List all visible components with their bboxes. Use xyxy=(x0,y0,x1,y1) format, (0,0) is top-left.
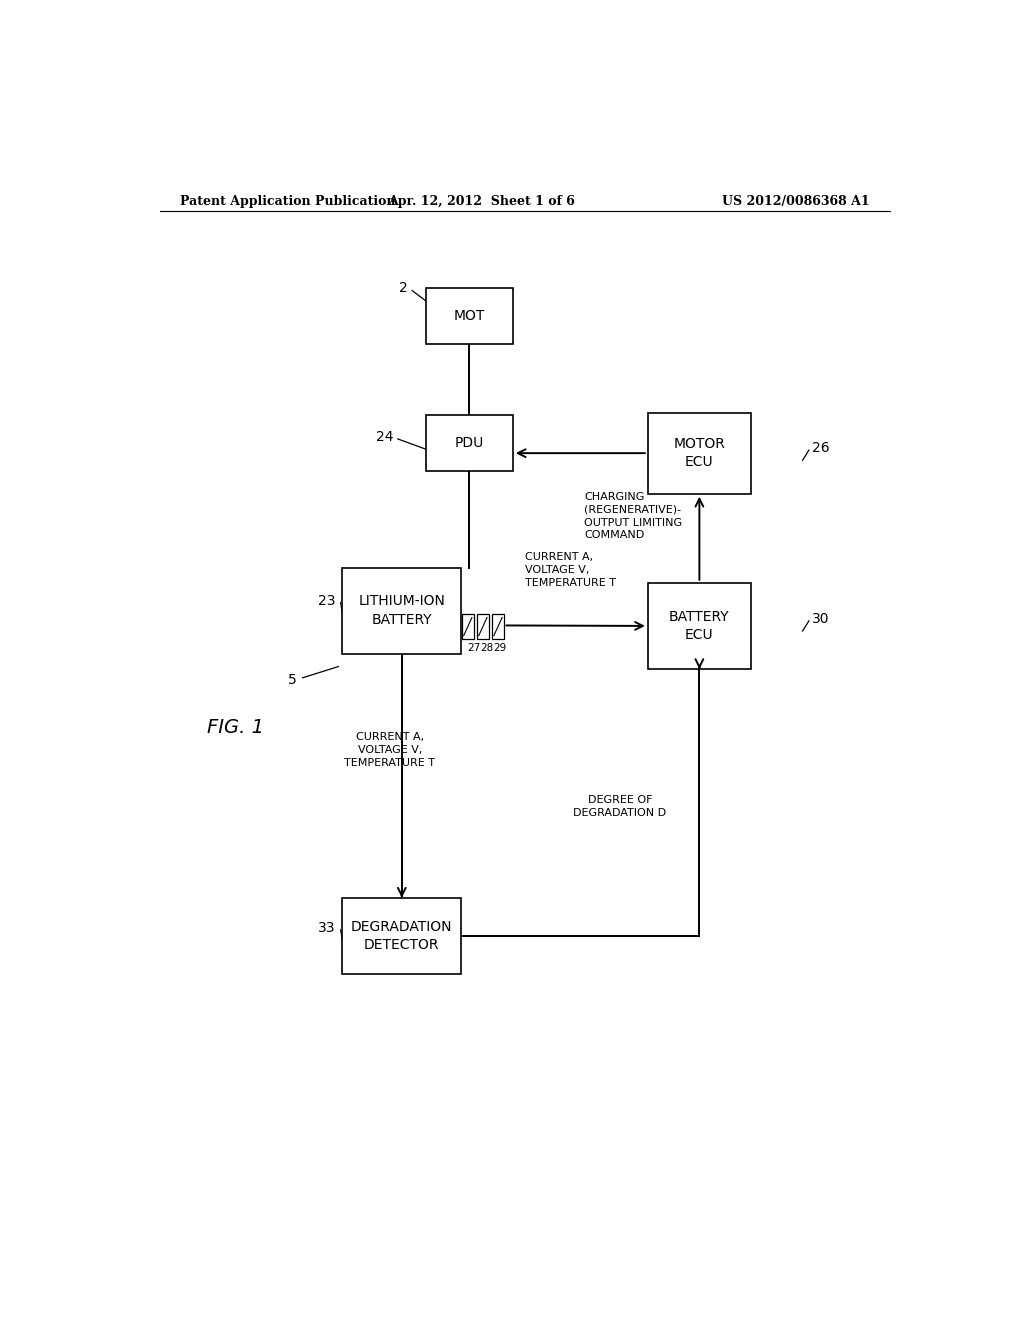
Text: CHARGING
(REGENERATIVE)-
OUTPUT LIMITING
COMMAND: CHARGING (REGENERATIVE)- OUTPUT LIMITING… xyxy=(585,492,682,540)
Bar xyxy=(477,614,488,639)
Bar xyxy=(342,898,461,974)
Text: DEGREE OF
DEGRADATION D: DEGREE OF DEGRADATION D xyxy=(573,796,667,818)
Text: 30: 30 xyxy=(812,612,829,626)
Bar xyxy=(462,614,473,639)
Text: 27: 27 xyxy=(467,643,480,653)
Text: PDU: PDU xyxy=(455,436,484,450)
Bar xyxy=(342,568,461,653)
Bar xyxy=(426,414,513,471)
Text: LITHIUM-ION
BATTERY: LITHIUM-ION BATTERY xyxy=(358,594,445,627)
Bar xyxy=(648,413,751,494)
Text: 33: 33 xyxy=(318,921,336,935)
Text: 26: 26 xyxy=(812,441,829,455)
Bar xyxy=(648,582,751,669)
Bar xyxy=(493,614,504,639)
Text: 24: 24 xyxy=(377,430,394,444)
Bar xyxy=(426,288,513,345)
Text: CURRENT A,
VOLTAGE V,
TEMPERATURE T: CURRENT A, VOLTAGE V, TEMPERATURE T xyxy=(524,552,615,587)
Text: CURRENT A,
VOLTAGE V,
TEMPERATURE T: CURRENT A, VOLTAGE V, TEMPERATURE T xyxy=(344,733,435,768)
Text: FIG. 1: FIG. 1 xyxy=(207,718,263,737)
Text: DEGRADATION
DETECTOR: DEGRADATION DETECTOR xyxy=(351,920,453,952)
Text: Patent Application Publication: Patent Application Publication xyxy=(179,194,395,207)
Text: 29: 29 xyxy=(493,643,506,653)
Text: MOT: MOT xyxy=(454,309,485,323)
Text: 28: 28 xyxy=(480,643,494,653)
Text: US 2012/0086368 A1: US 2012/0086368 A1 xyxy=(722,194,870,207)
Text: 5: 5 xyxy=(289,673,297,686)
Text: BATTERY
ECU: BATTERY ECU xyxy=(669,610,730,642)
Text: MOTOR
ECU: MOTOR ECU xyxy=(674,437,725,470)
Text: Apr. 12, 2012  Sheet 1 of 6: Apr. 12, 2012 Sheet 1 of 6 xyxy=(388,194,574,207)
Text: 2: 2 xyxy=(398,281,408,296)
Text: 23: 23 xyxy=(318,594,336,607)
